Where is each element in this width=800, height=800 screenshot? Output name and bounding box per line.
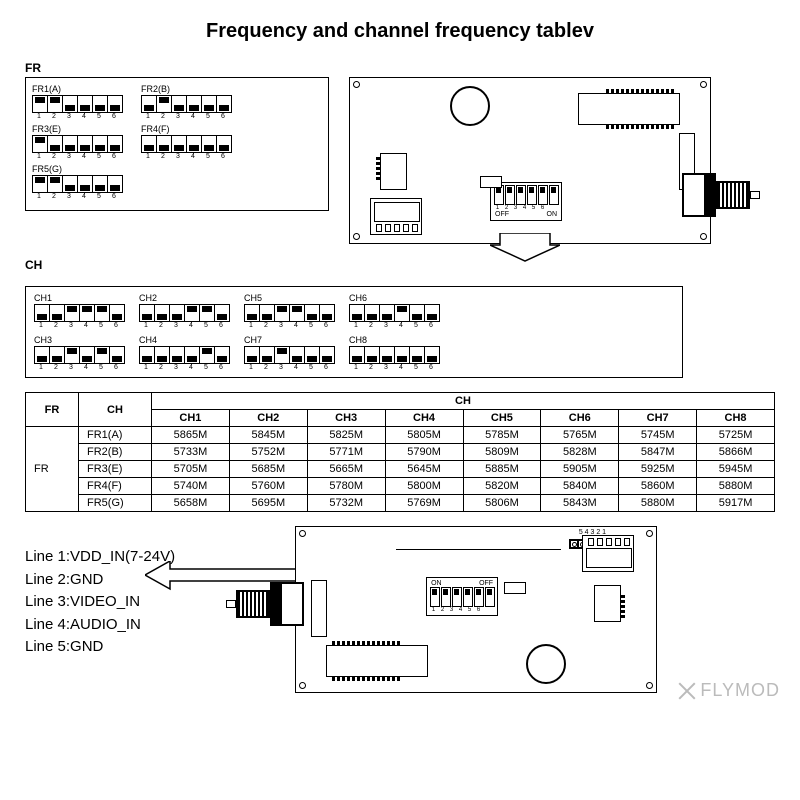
dip-group: CH8123456 [349,335,440,371]
pin-lines-text: Line 1:VDD_IN(7-24V)Line 2:GNDLine 3:VID… [25,526,175,659]
dip-group: FR5(G)123456 [32,164,123,200]
sma-connector-bottom [226,582,304,626]
dip-group: FR4(F)123456 [141,124,232,160]
fr-dip-box: FR1(A)123456 FR2(B)123456 FR3(E)123456 FR4(… [25,77,329,211]
frequency-table: FR CH CH CH1CH2CH3CH4CH5CH6CH7CH8 FRFR1(… [25,392,775,512]
page-title: Frequency and channel frequency tablev [25,20,775,43]
dip-group: CH2123456 [139,293,230,329]
pcb-bottom-diagram: 5 4 3 2 1 ONOFF [295,526,657,693]
watermark: FLYMOD [678,680,780,701]
dip-group: CH7123456 [244,335,335,371]
dip-group: CH3123456 [34,335,125,371]
dip-group: CH5123456 [244,293,335,329]
dip-switch-main-bottom: ONOFF 123456 [426,577,498,616]
dip-group: FR2(B)123456 [141,84,232,120]
dip-group: CH1123456 [34,293,125,329]
dip-group: FR3(E)123456 [32,124,123,160]
dip-group: CH4123456 [139,335,230,371]
pcb-top-diagram: 123456 OFFON [349,77,711,244]
ch-section-label: CH [25,258,775,272]
dip-group: CH6123456 [349,293,440,329]
sma-connector-top [682,173,760,217]
dip-group: FR1(A)123456 [32,84,123,120]
fr-section-label: FR [25,61,775,75]
ch-dip-box: CH1123456 CH2123456 CH5123456 CH6123456 CH31… [25,286,683,378]
